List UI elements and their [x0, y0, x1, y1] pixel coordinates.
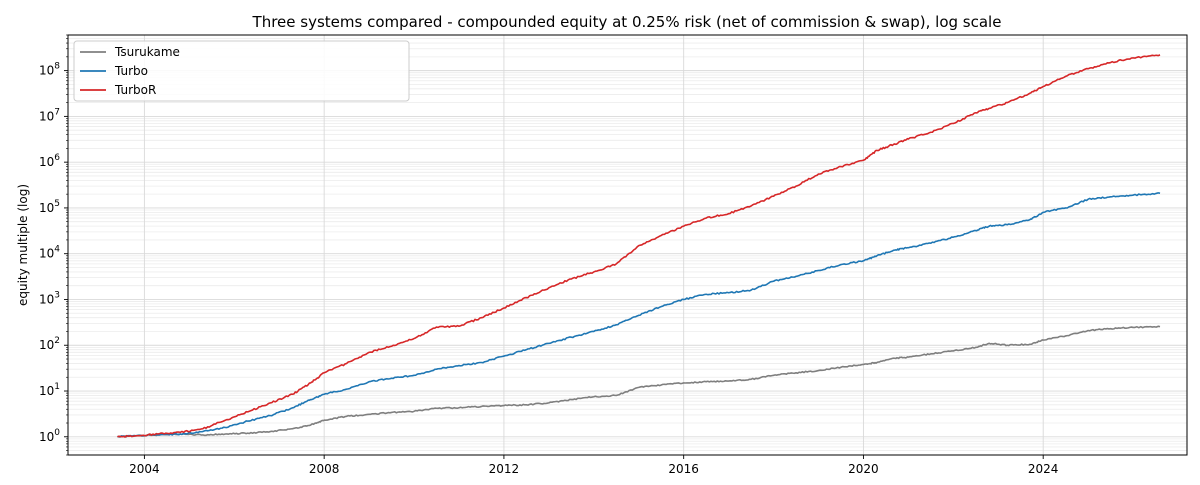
x-tick-label: 2008	[309, 462, 340, 476]
series-lines	[117, 54, 1161, 438]
y-tick-label: 104	[39, 245, 60, 261]
y-tick-exponent: 7	[54, 107, 60, 117]
y-tick-base: 10	[39, 338, 54, 352]
legend-label: TurboR	[114, 83, 156, 97]
y-tick-label: 108	[39, 62, 60, 78]
y-tick-exponent: 1	[54, 382, 60, 392]
y-axis-label: equity multiple (log)	[16, 184, 30, 306]
y-tick-exponent: 4	[54, 245, 60, 255]
x-tick-label: 2004	[129, 462, 160, 476]
y-tick-base: 10	[39, 64, 54, 78]
y-tick-exponent: 2	[54, 336, 60, 346]
y-tick-base: 10	[39, 109, 54, 123]
y-tick-base: 10	[39, 384, 54, 398]
y-tick-base: 10	[39, 155, 54, 169]
y-tick-label: 105	[39, 199, 60, 215]
y-tick-label: 101	[39, 382, 60, 398]
y-tick-label: 103	[39, 290, 60, 306]
y-tick-exponent: 5	[54, 199, 60, 209]
y-tick-base: 10	[39, 201, 54, 215]
series-line-tsurukame	[117, 325, 1161, 438]
y-tick-base: 10	[39, 292, 54, 306]
series-line-turbor	[117, 54, 1161, 438]
legend: Tsurukame Turbo TurboR	[73, 40, 410, 102]
x-tick-label: 2020	[848, 462, 879, 476]
y-tick-exponent: 6	[54, 153, 60, 163]
y-tick-exponent: 8	[54, 62, 60, 72]
y-tick-label: 102	[39, 336, 60, 352]
y-tick-exponent: 0	[54, 428, 60, 438]
series-line-turbo	[117, 192, 1161, 438]
chart-title: Three systems compared - compounded equi…	[252, 13, 1002, 31]
y-tick-base: 10	[39, 247, 54, 261]
x-tick-label: 2024	[1028, 462, 1059, 476]
plot-frame	[67, 34, 1188, 456]
x-tick-label: 2016	[668, 462, 699, 476]
y-tick-label: 107	[39, 107, 60, 123]
legend-box	[73, 40, 410, 102]
y-tick-exponent: 3	[54, 290, 60, 300]
x-tick-label: 2012	[489, 462, 520, 476]
y-tick-base: 10	[39, 430, 54, 444]
y-tick-label: 100	[39, 428, 60, 444]
legend-label: Turbo	[114, 64, 148, 78]
legend-label: Tsurukame	[114, 45, 180, 59]
y-tick-label: 106	[39, 153, 60, 169]
